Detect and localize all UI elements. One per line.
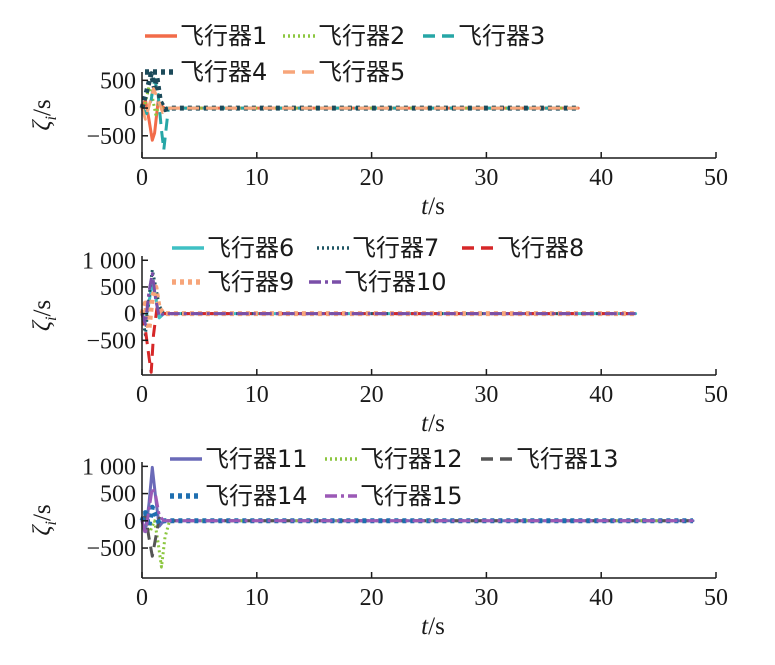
x-axis-label-symbol: t [421,193,429,220]
y-tick-label: 0 [124,302,136,328]
x-tick-label: 50 [704,382,728,408]
x-tick-label: 50 [704,165,728,191]
x-tick-label: 0 [136,382,148,408]
legend-label: 飞行器15 [360,482,463,510]
y-tick-label: 500 [100,482,136,508]
x-axis-label: t/s [421,613,445,640]
legend-label: 飞行器10 [344,268,447,296]
y-axis-label-unit: /s [29,99,56,116]
x-tick-label: 30 [474,585,498,611]
x-axis-label-unit: /s [428,410,445,437]
y-axis-label-unit: /s [29,504,56,521]
x-axis-label: t/s [421,193,445,220]
x-tick-label: 30 [474,165,498,191]
y-tick-label: 1 000 [82,454,136,480]
series-line-飞行器13 [140,513,693,558]
x-tick-label: 0 [136,165,148,191]
y-axis-label-symbol: ζ [29,524,56,536]
legend-label: 飞行器2 [318,22,405,50]
y-tick-label: −500 [86,124,136,150]
y-tick-label: 500 [100,275,136,301]
y-tick-label: 1 000 [82,248,136,274]
x-axis-label: t/s [421,410,445,437]
legend: 飞行器1 飞行器2 飞行器3 飞行器4 飞行器5 [145,22,545,86]
x-tick-label: 40 [589,585,613,611]
x-tick-label: 30 [474,382,498,408]
x-tick-label: 40 [589,382,613,408]
y-tick-label: 500 [100,68,136,94]
y-tick-label: 0 [124,96,136,122]
y-tick-label: −500 [86,328,136,354]
x-tick-label: 10 [245,585,269,611]
legend-label: 飞行器9 [207,268,294,296]
legend-label: 飞行器14 [205,482,308,510]
series-line-飞行器5 [140,87,579,121]
legend-label: 飞行器5 [318,58,405,86]
x-axis-label-unit: /s [428,193,445,220]
legend-label: 飞行器6 [207,234,294,262]
legend-label: 飞行器13 [516,445,619,473]
legend-label: 飞行器7 [352,234,439,262]
y-tick-label: −500 [86,536,136,562]
x-tick-label: 10 [245,165,269,191]
series-line-飞行器10 [140,272,636,326]
y-axis-label: ζi/s [29,99,60,130]
x-tick-label: 20 [360,585,384,611]
y-axis-label-subscript: i [43,116,60,120]
series-line-飞行器8 [140,306,636,374]
y-axis-label-unit: /s [29,300,56,317]
y-axis-label-subscript: i [43,521,60,525]
series-line-飞行器15 [140,486,693,536]
x-tick-label: 20 [360,382,384,408]
legend: 飞行器11 飞行器12 飞行器13 飞行器14 飞行器15 [170,445,619,510]
x-tick-label: 40 [589,165,613,191]
x-tick-label: 0 [136,585,148,611]
legend-label: 飞行器3 [458,22,545,50]
legend-label: 飞行器11 [205,445,308,473]
x-tick-label: 20 [360,165,384,191]
y-axis-label-symbol: ζ [29,119,56,131]
y-axis-label-symbol: ζ [29,319,56,331]
legend: 飞行器6 飞行器7 飞行器8 飞行器9 飞行器10 [172,234,584,296]
legend-label: 飞行器1 [180,22,267,50]
series-line-飞行器14 [139,504,693,529]
x-axis-label-unit: /s [428,613,445,640]
legend-label: 飞行器4 [180,58,267,86]
y-tick-label: 0 [124,509,136,535]
x-axis-label-symbol: t [421,613,429,640]
series-line-飞行器3 [140,77,579,152]
legend-label: 飞行器8 [497,234,584,262]
x-axis-label-symbol: t [421,410,429,437]
series-line-飞行器7 [140,268,636,337]
x-tick-label: 10 [245,382,269,408]
y-axis-label: ζi/s [29,504,60,535]
x-tick-label: 50 [704,585,728,611]
legend-label: 飞行器12 [360,445,463,473]
series-line-飞行器9 [139,284,636,333]
y-axis-label: ζi/s [29,300,60,331]
y-axis-label-subscript: i [43,317,60,321]
